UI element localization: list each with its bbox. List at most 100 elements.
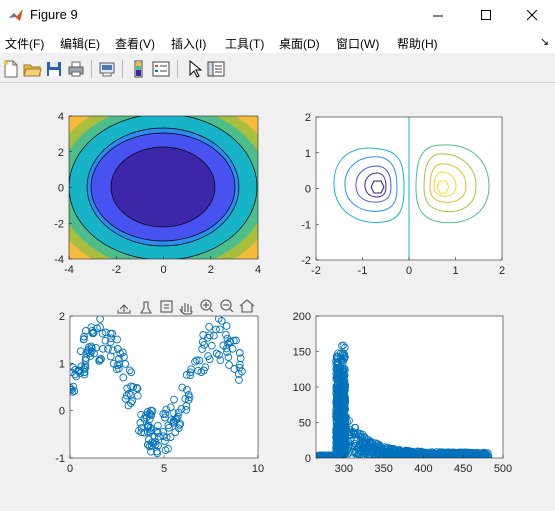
y-tick-label: 2	[58, 147, 64, 159]
scatter-point	[118, 348, 127, 357]
scatter-point	[76, 347, 85, 356]
scatter-point	[335, 442, 343, 450]
contour-line	[333, 147, 405, 223]
x-tick-label: 4	[255, 264, 261, 276]
scatter-point	[161, 410, 170, 418]
y-tick-label: 200	[293, 311, 311, 323]
scatter-point	[330, 451, 338, 458]
menu-desktop[interactable]: 桌面(D)	[279, 37, 320, 51]
scatter-point	[214, 316, 223, 323]
menu-file[interactable]: 文件(F)	[5, 37, 45, 51]
scatter-point	[125, 366, 134, 375]
scatter-point	[223, 334, 232, 343]
scatter-point	[353, 452, 362, 458]
scatter-point	[171, 428, 180, 436]
legend-icon	[152, 61, 170, 77]
scatter-point	[114, 355, 123, 363]
brush-icon[interactable]	[140, 301, 152, 314]
subplot-4-ticks: 300 350 400 450 500 0 50 100 150 200	[293, 311, 513, 475]
scatter-point	[178, 383, 187, 392]
scatter-point	[391, 449, 399, 457]
x-tick-label: 10	[252, 463, 264, 475]
scatter-point	[181, 394, 190, 403]
x-tick-label: 2	[208, 264, 214, 276]
scatter-point	[147, 411, 156, 420]
scatter-point	[140, 428, 148, 437]
scatter-point	[332, 410, 340, 418]
minimize-button[interactable]	[415, 0, 461, 31]
menu-help[interactable]: 帮助(H)	[397, 37, 438, 51]
scatter-point	[341, 401, 349, 409]
save-button[interactable]	[44, 59, 64, 79]
scatter-point	[183, 386, 191, 394]
print-preview-button[interactable]	[97, 59, 117, 79]
scatter-point	[70, 388, 77, 396]
pan-icon[interactable]	[179, 303, 193, 315]
y-tick-label: 0	[59, 406, 65, 418]
scatter-point	[235, 363, 244, 372]
menu-tools[interactable]: 工具(T)	[225, 37, 265, 51]
scatter-point	[223, 348, 231, 356]
scatter-point	[106, 338, 115, 347]
subplot-4-scatter[interactable]: 300 350 400 450 500 0 50 100 150 200	[293, 311, 513, 475]
y-tick-label: 1	[59, 358, 65, 370]
scatter-point	[79, 335, 88, 344]
scatter-point	[127, 382, 135, 391]
insert-legend-button[interactable]	[151, 59, 171, 79]
scatter-point	[484, 452, 493, 458]
scatter-point	[228, 344, 237, 353]
insert-colorbar-button[interactable]	[129, 59, 149, 79]
scatter-point	[339, 367, 347, 376]
scatter-point	[467, 451, 475, 458]
new-figure-button[interactable]	[1, 59, 21, 79]
scatter-point	[161, 437, 169, 445]
scatter-point	[132, 384, 141, 392]
menu-edit[interactable]: 编辑(E)	[60, 37, 100, 51]
export-icon[interactable]	[117, 304, 131, 314]
restore-view-icon[interactable]	[239, 299, 255, 313]
scatter-point	[477, 449, 485, 457]
axes-toolbar	[117, 299, 255, 315]
scatter-point	[113, 335, 121, 344]
menu-dock-arrow-icon[interactable]: ↘	[539, 36, 549, 48]
toolbar-separator	[122, 60, 123, 78]
scatter-point	[81, 363, 90, 372]
scatter-point	[124, 401, 133, 410]
scatter-point	[338, 342, 346, 350]
scatter-point	[332, 353, 341, 361]
scatter-point	[430, 450, 439, 458]
property-inspector-button[interactable]	[206, 59, 226, 79]
scatter-point	[448, 453, 457, 458]
scatter-point	[186, 371, 195, 380]
print-button[interactable]	[66, 59, 86, 79]
scatter-point	[182, 406, 191, 414]
scatter-point	[215, 351, 223, 359]
scatter-point	[327, 451, 335, 458]
menu-insert[interactable]: 插入(I)	[171, 37, 207, 51]
data-tips-icon[interactable]	[160, 300, 173, 313]
maximize-button[interactable]	[463, 0, 509, 31]
scatter-point	[71, 370, 79, 379]
zoom-in-icon[interactable]	[200, 299, 214, 313]
scatter-point	[101, 328, 110, 337]
figure-toolbar	[0, 56, 555, 83]
open-file-button[interactable]	[22, 59, 42, 79]
y-tick-label: 50	[299, 418, 311, 430]
x-tick-label: 500	[494, 463, 512, 475]
zoom-out-icon[interactable]	[220, 299, 234, 313]
edit-plot-button[interactable]	[184, 59, 204, 79]
scatter-point	[336, 416, 345, 425]
scatter-point	[358, 438, 366, 447]
menu-view[interactable]: 查看(V)	[115, 37, 155, 51]
scatter-point	[375, 441, 383, 450]
scatter-point	[222, 330, 230, 339]
scatter-point	[159, 427, 168, 436]
scatter-point	[358, 447, 366, 455]
subplot-2-contour[interactable]: -2 -1 0 1 2 -2 -1 0 1 2	[301, 112, 505, 277]
subplot-1-filled-contour[interactable]: -4 -2 0 2 4 -4 -2 0 2 4	[47, 96, 279, 278]
scatter-point	[337, 393, 346, 401]
scatter-point	[471, 453, 479, 458]
menu-window[interactable]: 窗口(W)	[336, 37, 380, 51]
close-button[interactable]	[509, 0, 555, 31]
